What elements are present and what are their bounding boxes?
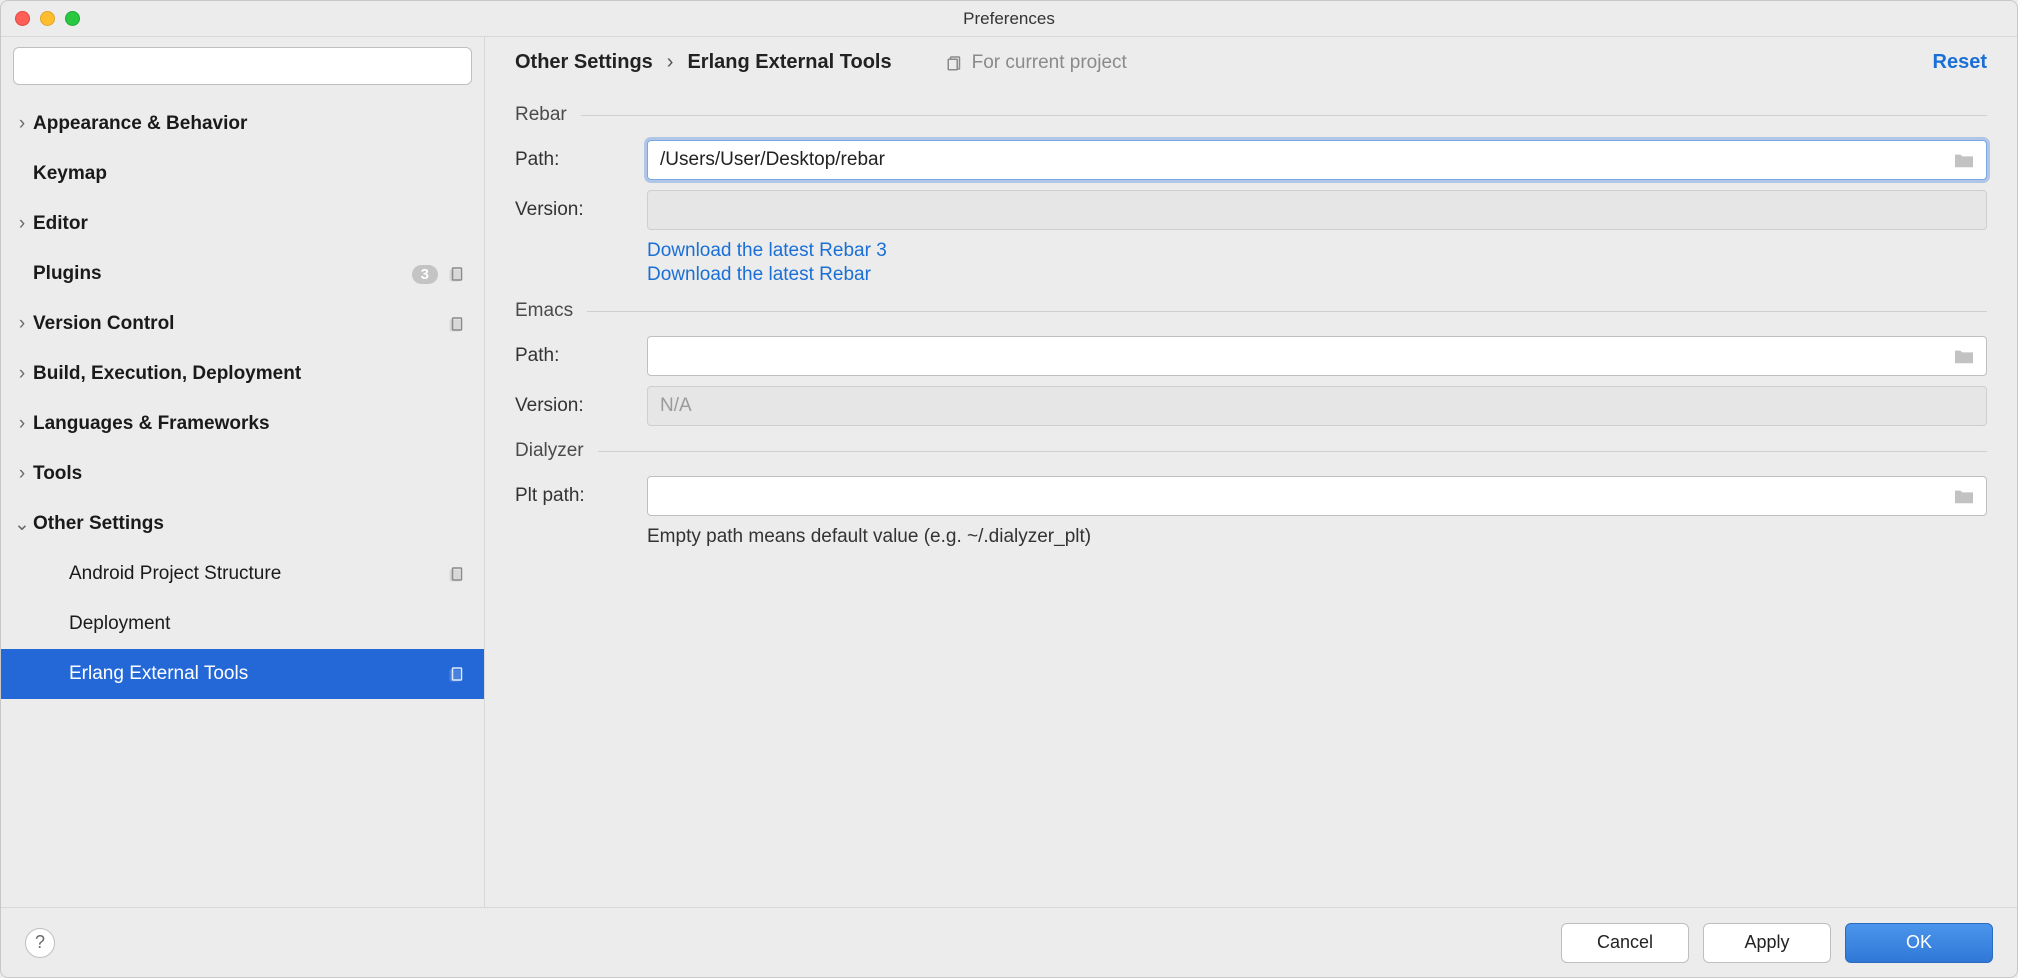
breadcrumb-separator: › <box>667 51 674 74</box>
dialyzer-hint: Empty path means default value (e.g. ~/.… <box>647 526 1987 548</box>
sidebar-item-label: Build, Execution, Deployment <box>33 363 466 385</box>
sidebar-item-version-control[interactable]: ›Version Control <box>1 299 484 349</box>
rebar-path-label: Path: <box>515 149 647 171</box>
sidebar-item-label: Android Project Structure <box>69 563 448 585</box>
traffic-lights <box>15 11 80 26</box>
sidebar-item-android-project-structure[interactable]: Android Project Structure <box>1 549 484 599</box>
emacs-path-row: Path: <box>515 336 1987 376</box>
rebar-version-row: Version: <box>515 190 1987 230</box>
dialyzer-plt-input[interactable] <box>647 476 1987 516</box>
main-header: Other Settings › Erlang External Tools F… <box>485 37 2017 84</box>
titlebar: Preferences <box>1 1 2017 37</box>
emacs-path-input[interactable] <box>647 336 1987 376</box>
chevron-icon: ⌄ <box>11 513 33 536</box>
preferences-window: Preferences ›Appearance & BehaviorKeymap… <box>0 0 2018 978</box>
sidebar-item-build-execution-deployment[interactable]: ›Build, Execution, Deployment <box>1 349 484 399</box>
section-title-emacs: Emacs <box>515 300 573 322</box>
sidebar-item-label: Plugins <box>33 263 412 285</box>
sidebar-item-plugins[interactable]: Plugins3 <box>1 249 484 299</box>
chevron-icon: › <box>11 413 33 435</box>
footer: ? Cancel Apply OK <box>1 907 2017 977</box>
sidebar-item-label: Keymap <box>33 163 466 185</box>
section-divider <box>598 451 1987 452</box>
emacs-version-label: Version: <box>515 395 647 417</box>
folder-icon[interactable] <box>1953 347 1975 365</box>
zoom-window-button[interactable] <box>65 11 80 26</box>
rebar-links: Download the latest Rebar 3 Download the… <box>647 240 1987 286</box>
section-divider <box>587 311 1987 312</box>
chevron-icon: › <box>11 313 33 335</box>
sidebar-item-label: Tools <box>33 463 466 485</box>
download-rebar-link[interactable]: Download the latest Rebar <box>647 264 1987 286</box>
close-window-button[interactable] <box>15 11 30 26</box>
project-scope-icon <box>946 54 964 72</box>
chevron-icon: › <box>11 113 33 135</box>
cancel-button[interactable]: Cancel <box>1561 923 1689 963</box>
section-header-dialyzer: Dialyzer <box>515 440 1987 462</box>
minimize-window-button[interactable] <box>40 11 55 26</box>
sidebar-item-keymap[interactable]: Keymap <box>1 149 484 199</box>
project-scope-icon <box>448 315 466 333</box>
section-title-dialyzer: Dialyzer <box>515 440 584 462</box>
sidebar-item-other-settings[interactable]: ⌄Other Settings <box>1 499 484 549</box>
emacs-path-label: Path: <box>515 345 647 367</box>
chevron-icon: › <box>11 463 33 485</box>
emacs-version-input <box>647 386 1987 426</box>
sidebar-item-languages-frameworks[interactable]: ›Languages & Frameworks <box>1 399 484 449</box>
breadcrumb-parent[interactable]: Other Settings <box>515 51 653 74</box>
scope-note-text: For current project <box>972 52 1127 74</box>
sidebar-item-label: Other Settings <box>33 513 466 535</box>
sidebar-item-appearance-behavior[interactable]: ›Appearance & Behavior <box>1 99 484 149</box>
dialyzer-plt-row: Plt path: <box>515 476 1987 516</box>
sidebar-item-label: Erlang External Tools <box>69 663 448 685</box>
chevron-icon: › <box>11 213 33 235</box>
chevron-icon: › <box>11 363 33 385</box>
sidebar: ›Appearance & BehaviorKeymap›EditorPlugi… <box>1 37 485 907</box>
rebar-path-row: Path: <box>515 140 1987 180</box>
window-body: ›Appearance & BehaviorKeymap›EditorPlugi… <box>1 37 2017 907</box>
breadcrumb: Other Settings › Erlang External Tools <box>515 51 892 74</box>
sidebar-search-wrap <box>1 37 484 95</box>
section-title-rebar: Rebar <box>515 104 567 126</box>
sidebar-item-label: Deployment <box>69 613 466 635</box>
breadcrumb-current: Erlang External Tools <box>687 51 891 74</box>
ok-button[interactable]: OK <box>1845 923 1993 963</box>
sidebar-item-label: Editor <box>33 213 466 235</box>
scope-note: For current project <box>946 52 1127 74</box>
dialyzer-plt-label: Plt path: <box>515 485 647 507</box>
section-header-emacs: Emacs <box>515 300 1987 322</box>
sidebar-item-label: Appearance & Behavior <box>33 113 466 135</box>
emacs-version-row: Version: <box>515 386 1987 426</box>
update-count-badge: 3 <box>412 265 438 284</box>
folder-icon[interactable] <box>1953 487 1975 505</box>
apply-button[interactable]: Apply <box>1703 923 1831 963</box>
main-content: Rebar Path: Version: <box>485 84 2017 907</box>
sidebar-item-erlang-external-tools[interactable]: Erlang External Tools <box>1 649 484 699</box>
sidebar-tree: ›Appearance & BehaviorKeymap›EditorPlugi… <box>1 95 484 907</box>
project-scope-icon <box>448 265 466 283</box>
sidebar-search-input[interactable] <box>13 47 472 85</box>
rebar-path-input[interactable] <box>647 140 1987 180</box>
help-button[interactable]: ? <box>25 928 55 958</box>
download-rebar3-link[interactable]: Download the latest Rebar 3 <box>647 240 1987 262</box>
project-scope-icon <box>448 665 466 683</box>
section-header-rebar: Rebar <box>515 104 1987 126</box>
section-divider <box>581 115 1987 116</box>
folder-icon[interactable] <box>1953 151 1975 169</box>
sidebar-item-label: Version Control <box>33 313 448 335</box>
sidebar-item-deployment[interactable]: Deployment <box>1 599 484 649</box>
sidebar-item-label: Languages & Frameworks <box>33 413 466 435</box>
reset-link[interactable]: Reset <box>1933 51 1987 74</box>
sidebar-item-editor[interactable]: ›Editor <box>1 199 484 249</box>
main-panel: Other Settings › Erlang External Tools F… <box>485 37 2017 907</box>
rebar-version-input <box>647 190 1987 230</box>
rebar-version-label: Version: <box>515 199 647 221</box>
project-scope-icon <box>448 565 466 583</box>
window-title: Preferences <box>963 9 1055 29</box>
sidebar-item-tools[interactable]: ›Tools <box>1 449 484 499</box>
